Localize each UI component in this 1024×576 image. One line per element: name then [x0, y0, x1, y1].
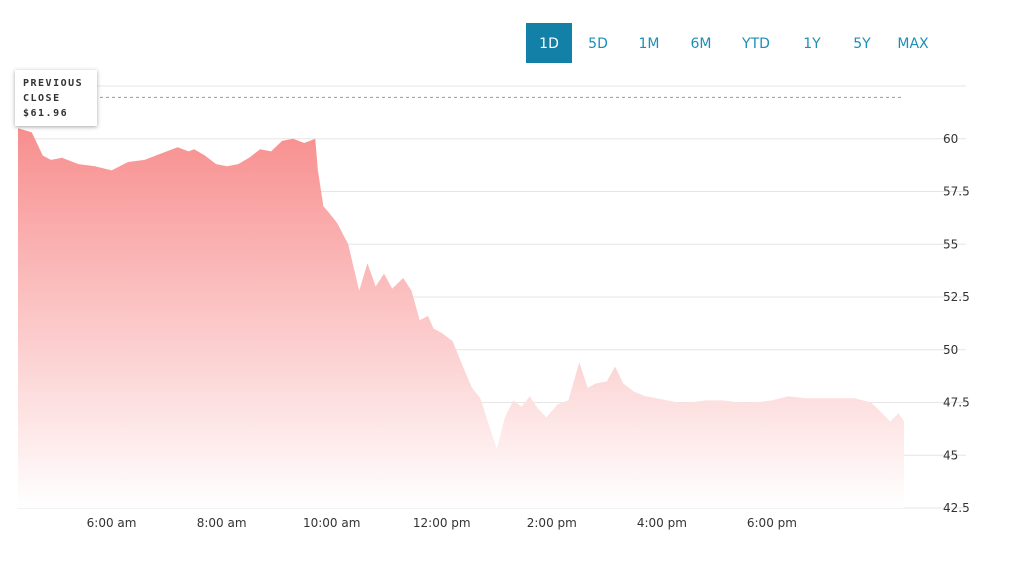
y-tick-label: 42.5	[943, 501, 970, 515]
range-button-5d[interactable]: 5D	[588, 36, 608, 52]
y-tick-label: 52.5	[943, 290, 970, 304]
x-tick-label: 8:00 am	[197, 516, 247, 530]
y-tick-label: 55	[943, 237, 958, 251]
range-button-1y[interactable]: 1Y	[803, 36, 821, 52]
previous-close-tooltip: PREVIOUS CLOSE $61.96	[15, 70, 97, 126]
y-axis-ticks: 60 57.5 55 52.5 50 47.5 45 42.5	[943, 132, 970, 515]
y-tick-label: 45	[943, 448, 958, 462]
y-tick-label: 50	[943, 343, 958, 357]
y-tick-label: 47.5	[943, 396, 970, 410]
price-area	[18, 128, 904, 508]
x-tick-label: 4:00 pm	[637, 516, 687, 530]
x-tick-label: 2:00 pm	[527, 516, 577, 530]
range-button-1d[interactable]: 1D	[526, 23, 572, 63]
range-button-1m[interactable]: 1M	[638, 36, 660, 52]
range-button-max[interactable]: MAX	[897, 36, 929, 52]
range-button-ytd[interactable]: YTD	[742, 36, 770, 52]
range-button-6m[interactable]: 6M	[690, 36, 712, 52]
x-tick-label: 6:00 am	[87, 516, 137, 530]
x-tick-label: 12:00 pm	[413, 516, 471, 530]
y-tick-label: 57.5	[943, 185, 970, 199]
x-tick-label: 10:00 am	[303, 516, 360, 530]
tooltip-value: $61.96	[23, 108, 69, 119]
x-axis-ticks: 6:00 am 8:00 am 10:00 am 12:00 pm 2:00 pm 4:0…	[87, 516, 797, 530]
tooltip-line-close: CLOSE	[23, 93, 61, 104]
x-tick-label: 6:00 pm	[747, 516, 797, 530]
y-tick-label: 60	[943, 132, 958, 146]
range-button-5y[interactable]: 5Y	[853, 36, 871, 52]
tooltip-line-previous: PREVIOUS	[23, 78, 84, 89]
